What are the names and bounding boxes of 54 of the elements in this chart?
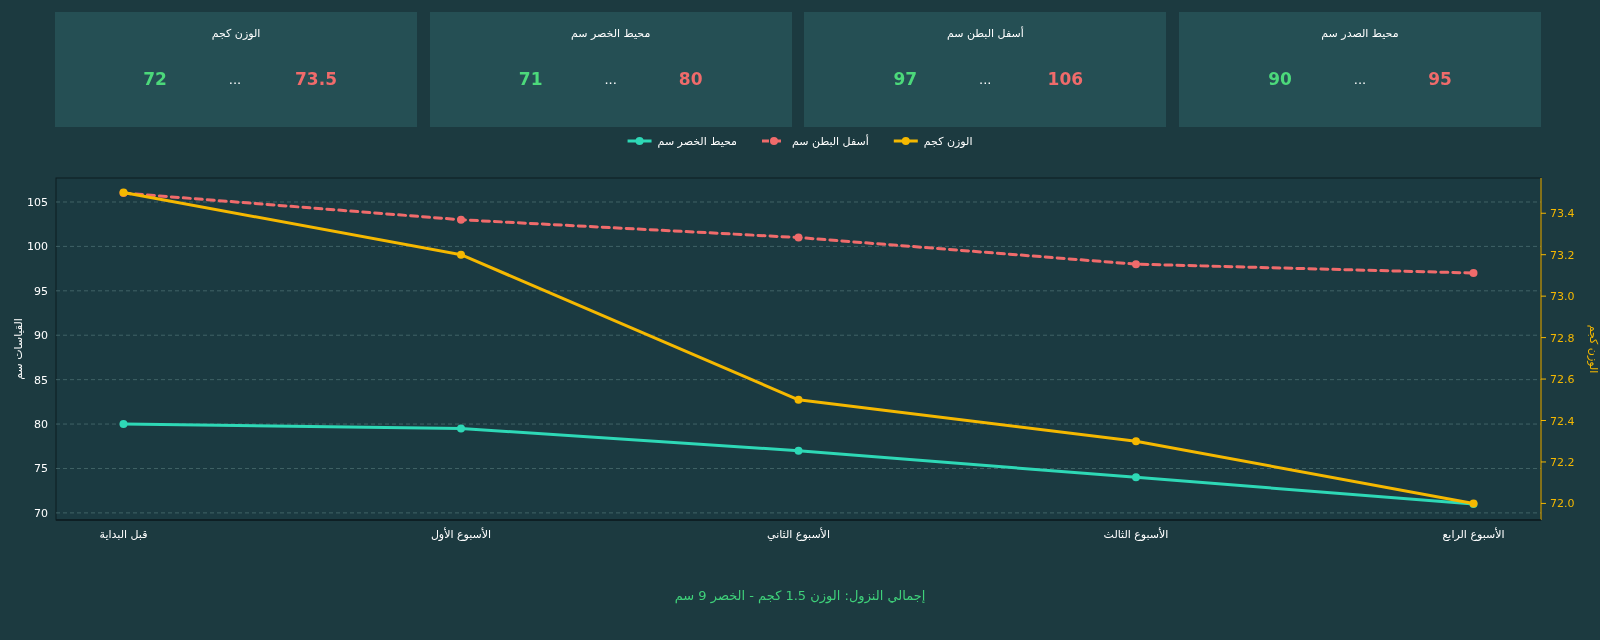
y-tick-label: 70 <box>34 506 48 520</box>
text: ... <box>227 71 243 89</box>
y2-tick-label: 73.2 <box>1550 248 1575 262</box>
text: 106 <box>1046 69 1085 89</box>
legend-label: الوزن كجم <box>923 135 973 148</box>
legend-label: محيط الخصر سم <box>657 135 738 148</box>
y2-tick-label: 73.4 <box>1550 207 1575 221</box>
text: ... <box>1352 71 1368 89</box>
y2-tick-label: 72.2 <box>1550 455 1575 469</box>
y2-tick-label: 72.0 <box>1550 497 1575 511</box>
point <box>457 424 465 433</box>
point <box>794 233 803 242</box>
x-tick-label: الأسبوع الرابع <box>1442 527 1505 541</box>
x-tick-label: الأسبوع الثالث <box>1103 527 1169 541</box>
point <box>119 420 128 429</box>
point <box>794 446 803 455</box>
y2-tick-label: 72.6 <box>1550 373 1575 387</box>
y-tick-label: 100 <box>27 240 48 254</box>
x-tick-label: الأسبوع الثاني <box>767 527 830 541</box>
y-tick-label: 90 <box>34 329 48 343</box>
y2-tick-label: 72.4 <box>1550 414 1575 428</box>
point <box>1132 437 1140 446</box>
text: 97 <box>892 69 919 89</box>
x-tick-label: الأسبوع الأول <box>430 527 492 541</box>
y-tick-label: 95 <box>34 284 48 298</box>
text: 95 <box>1427 69 1453 89</box>
point <box>1132 260 1140 269</box>
x-tick-label: قبل البداية <box>99 528 148 541</box>
y2-axis-title: الوزن كجم <box>1587 324 1600 374</box>
point <box>1132 473 1140 482</box>
y-axis-title: القياسات سم <box>12 318 25 380</box>
y-tick-label: 105 <box>27 195 48 209</box>
text: ... <box>603 71 618 89</box>
y2-tick-label: 73.0 <box>1550 290 1575 304</box>
point <box>1469 269 1478 278</box>
point <box>457 215 465 224</box>
text: أسفل البطن سم <box>945 27 1025 40</box>
text: إجمالي النزول: الوزن 1.5 كجم - الخصر 9 سم <box>674 588 926 604</box>
y2-tick-label: 72.8 <box>1550 331 1575 345</box>
text: 90 <box>1267 69 1293 89</box>
text: الوزن كجم <box>210 27 262 40</box>
text: 71 <box>517 69 544 89</box>
text: 73.5 <box>295 69 337 89</box>
text: 80 <box>677 69 704 89</box>
text: ... <box>978 71 993 89</box>
legend-label: أسفل البطن سم <box>791 134 869 148</box>
point <box>457 250 465 259</box>
y-tick-label: 75 <box>34 462 48 476</box>
y-tick-label: 80 <box>34 418 48 432</box>
point <box>794 395 803 404</box>
y-tick-label: 85 <box>34 373 48 387</box>
text: محيط الصدر سم <box>1320 27 1400 40</box>
text: 72 <box>142 69 168 89</box>
text: محيط الخصر سم <box>569 27 652 40</box>
